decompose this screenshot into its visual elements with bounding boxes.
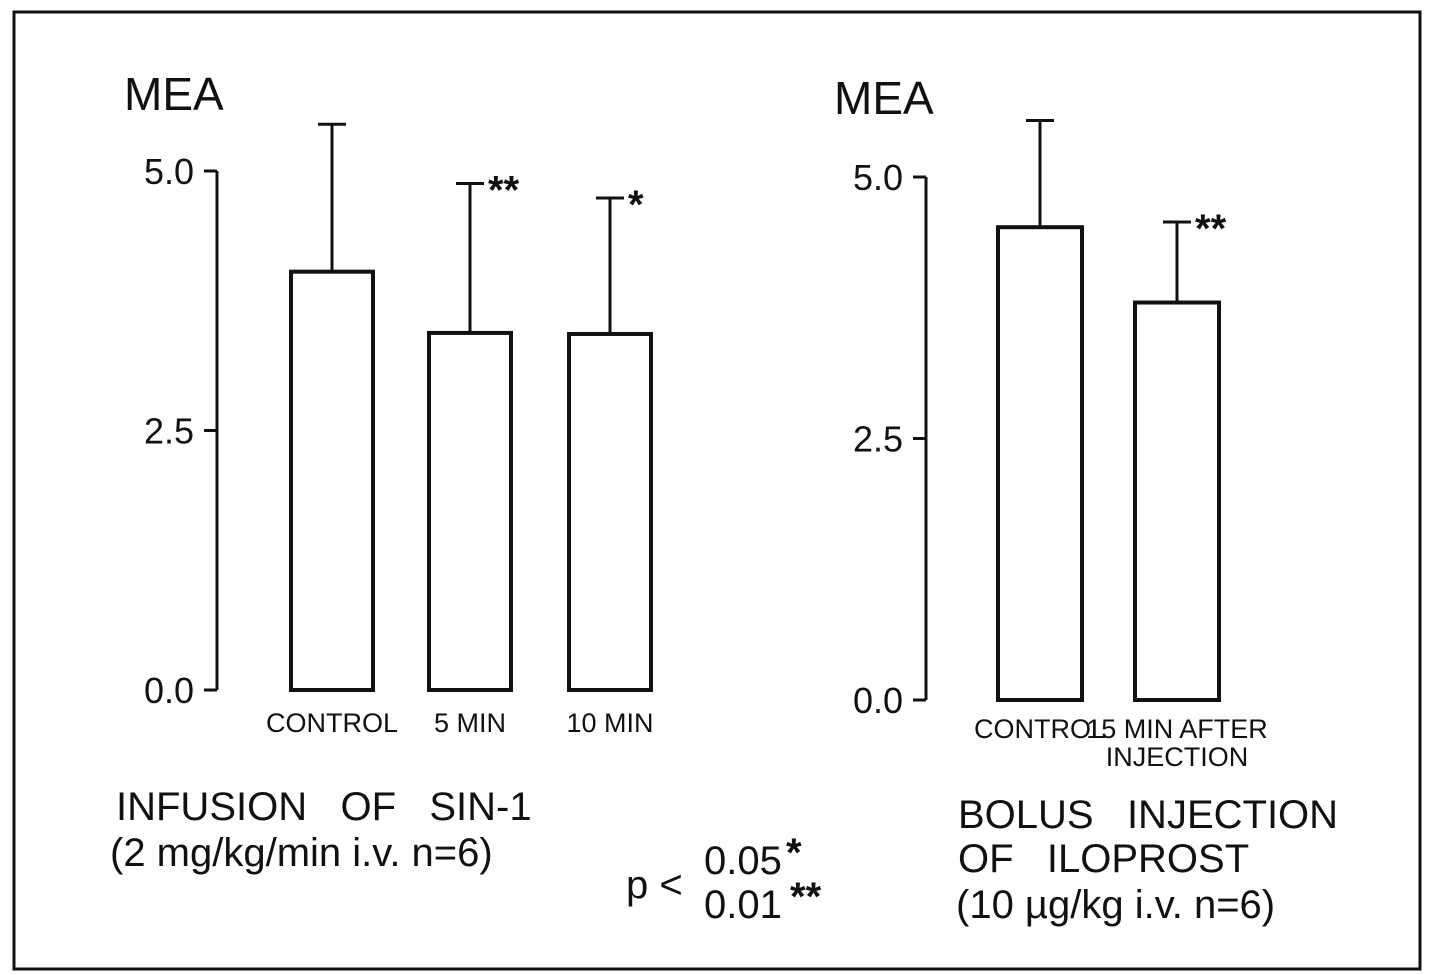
right-category-label-1-line-1: INJECTION [1106,742,1249,772]
left-bar-0 [289,269,375,692]
left-significance-1: ** [488,168,520,212]
right-bar-1 [1133,300,1221,702]
right-caption-line-2: OF ILOPROST [958,837,1249,881]
p-value-row-2: 0.01 [704,883,782,927]
left-bar-2 [567,331,653,692]
left-y-axis-label: MEA [124,68,224,120]
left-category-label-0: CONTROL [266,708,398,738]
right-category-label-1-line-0: 15 MIN AFTER [1086,714,1268,744]
left-significance-2: * [628,183,644,227]
p-value-row-1: 0.05 [704,839,782,883]
right-y-tick-label-0: 0.0 [853,680,903,721]
left-y-tick-label-1: 2.5 [144,411,194,452]
left-category-label-2: 10 MIN [566,708,653,738]
left-bar-1 [427,330,513,692]
left-caption-line-2: (2 mg/kg/min i.v. n=6) [110,831,493,875]
right-category-label-0: CONTROL [974,714,1106,744]
right-caption-line-3: (10 µg/kg i.v. n=6) [956,883,1275,927]
p-value-row-2-stars: ** [790,875,822,919]
figure-border [12,10,1422,971]
left-caption-line-1: INFUSION OF SIN-1 [116,785,532,829]
right-y-axis-label: MEA [834,72,934,124]
right-caption-line-1: BOLUS INJECTION [958,793,1338,837]
p-value-label: p < [626,863,683,907]
left-y-tick-label-2: 5.0 [144,151,194,192]
right-y-tick-label-2: 5.0 [853,157,903,198]
right-y-tick-label-1: 2.5 [853,419,903,460]
left-bars: CONTROL ** 5 MIN * 10 MIN [266,122,654,738]
left-y-axis: 0.0 2.5 5.0 [144,151,219,711]
left-y-tick-label-0: 0.0 [144,670,194,711]
p-value-row-1-stars: * [786,831,802,875]
right-bar-0 [996,225,1084,702]
right-y-axis: 0.0 2.5 5.0 [853,157,928,721]
right-significance-1: ** [1195,207,1227,251]
left-category-label-1: 5 MIN [434,708,506,738]
